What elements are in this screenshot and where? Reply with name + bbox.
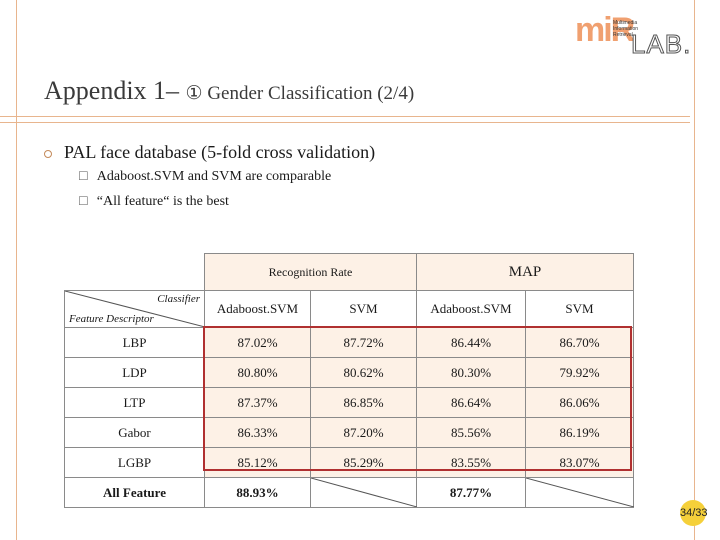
empty-cell	[65, 254, 205, 291]
feature-descriptor-label: Feature Descriptor	[69, 313, 154, 325]
title-underline-2	[0, 122, 690, 123]
row-label: LDP	[64, 357, 205, 388]
column-header: SVM	[310, 290, 417, 328]
table-cell: 79.92%	[525, 357, 634, 388]
table-cell: 86.33%	[204, 417, 311, 448]
map-header: MAP	[416, 253, 634, 291]
table-cell: 86.85%	[310, 387, 417, 418]
table-row: LDP 80.80% 80.62% 80.30% 79.92%	[64, 357, 634, 388]
checkbox-icon: ☐	[78, 169, 89, 183]
table-group-header-row: Recognition Rate MAP	[65, 253, 634, 291]
logo-mi: miR	[575, 11, 635, 49]
empty-diagonal-cell	[525, 477, 634, 508]
table-cell: 80.80%	[204, 357, 311, 388]
row-label: Gabor	[64, 417, 205, 448]
bullet-icon	[44, 149, 52, 158]
table-row: LBP 87.02% 87.72% 86.44% 86.70%	[64, 327, 634, 358]
diagonal-line	[65, 291, 205, 327]
table-cell: 86.19%	[525, 417, 634, 448]
empty-diagonal-cell	[310, 477, 417, 508]
table-row-all-feature: All Feature 88.93% 87.77%	[64, 477, 634, 508]
table-cell: 80.30%	[416, 357, 526, 388]
corner-header-cell: Classifier Feature Descriptor	[64, 290, 205, 328]
table-row: LTP 87.37% 86.85% 86.64% 86.06%	[64, 387, 634, 418]
title-sub: ① Gender Classification (2/4)	[185, 83, 415, 104]
sub-bullet-item: ☐ “All feature“ is the best	[78, 194, 229, 210]
sub-bullet-item: ☐ Adaboost.SVM and SVM are comparable	[78, 169, 331, 185]
frame-line-right	[694, 0, 695, 540]
table-cell: 85.56%	[416, 417, 526, 448]
table-cell: 87.02%	[204, 327, 311, 358]
table-cell: 83.07%	[525, 447, 634, 478]
title-main: Appendix 1–	[44, 76, 186, 105]
row-label: LBP	[64, 327, 205, 358]
table-cell: 83.55%	[416, 447, 526, 478]
page-number-badge: 34/33	[680, 500, 708, 526]
column-header: Adaboost.SVM	[416, 290, 526, 328]
table-row: LGBP 85.12% 85.29% 83.55% 83.07%	[64, 447, 634, 478]
table-row: Gabor 86.33% 87.20% 85.56% 86.19%	[64, 417, 634, 448]
logo-line: Information	[613, 26, 639, 32]
diagonal-line	[526, 478, 634, 507]
table-cell: 86.64%	[416, 387, 526, 418]
table-cell: 87.20%	[310, 417, 417, 448]
bullet-text: PAL face database (5-fold cross validati…	[64, 142, 376, 162]
table-cell: 86.44%	[416, 327, 526, 358]
logo-line: Multimedia	[613, 20, 638, 26]
page-title: Appendix 1– ① Gender Classification (2/4…	[44, 76, 414, 106]
mirlab-logo: miR Multimedia Information Retrieval LAB…	[575, 10, 691, 59]
table-cell: 86.06%	[525, 387, 634, 418]
table-cell: 87.72%	[310, 327, 417, 358]
table-cell-best: 88.93%	[204, 477, 311, 508]
logo-lab: LAB.	[630, 29, 692, 59]
table-cell: 85.12%	[204, 447, 311, 478]
diagonal-line	[311, 478, 417, 507]
column-header: SVM	[525, 290, 634, 328]
sub-bullet-text: “All feature“ is the best	[96, 194, 229, 209]
title-underline	[0, 116, 690, 117]
row-label: LTP	[64, 387, 205, 418]
row-label: LGBP	[64, 447, 205, 478]
logo-line: Retrieval	[613, 32, 633, 38]
table-cell: 80.62%	[310, 357, 417, 388]
classifier-label: Classifier	[157, 293, 200, 305]
table-cell: 86.70%	[525, 327, 634, 358]
sub-bullet-text: Adaboost.SVM and SVM are comparable	[96, 169, 332, 184]
column-header: Adaboost.SVM	[204, 290, 311, 328]
table-cell-best: 87.77%	[416, 477, 526, 508]
frame-line-left	[16, 0, 17, 540]
results-table: Recognition Rate MAP Classifier Feature …	[64, 253, 634, 508]
table-column-header-row: Classifier Feature Descriptor Adaboost.S…	[64, 290, 634, 328]
bullet-item: PAL face database (5-fold cross validati…	[44, 142, 375, 163]
table-cell: 85.29%	[310, 447, 417, 478]
row-label: All Feature	[64, 477, 205, 508]
table-cell: 87.37%	[204, 387, 311, 418]
checkbox-icon: ☐	[78, 194, 89, 208]
logo-subtext: Multimedia Information Retrieval	[613, 20, 638, 38]
recognition-rate-header: Recognition Rate	[204, 253, 417, 291]
